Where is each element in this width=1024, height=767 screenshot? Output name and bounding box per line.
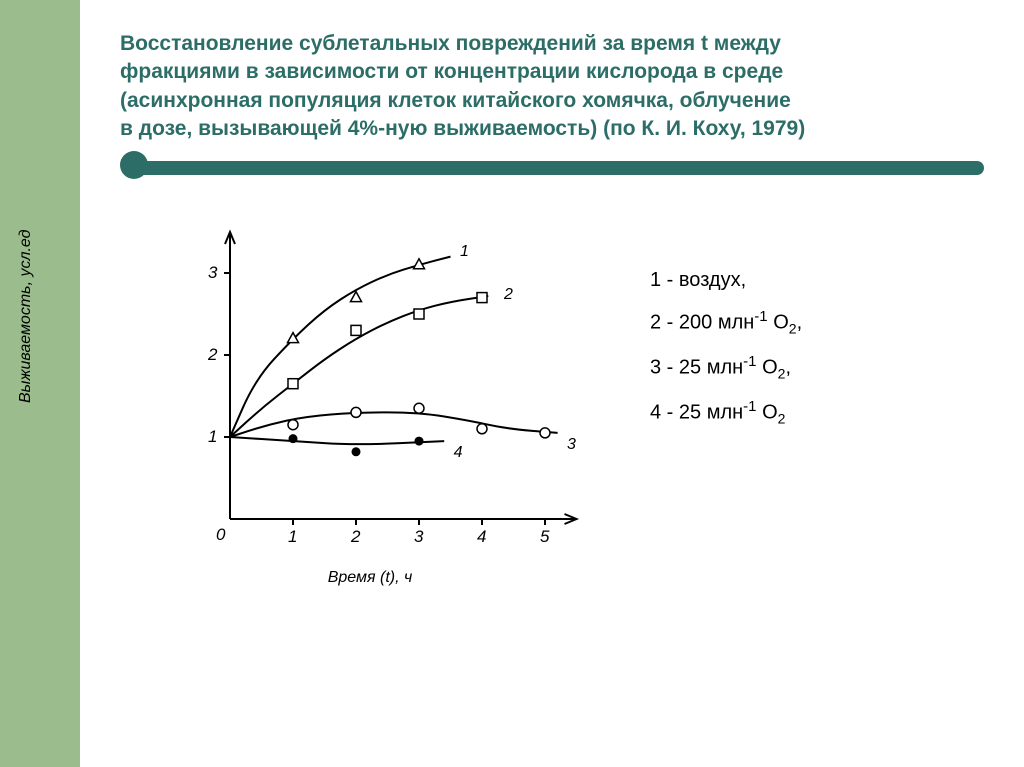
recovery-chart: Выживаемость, усл.ед Время (t), ч 012345… — [150, 209, 590, 579]
legend-item-4: 4 - 25 млн-1 O2 — [650, 398, 802, 427]
y-tick-3: 3 — [208, 263, 217, 283]
tick-origin: 0 — [216, 525, 225, 545]
chart-legend: 1 - воздух, 2 - 200 млн-1 O2, 3 - 25 млн-1… — [650, 269, 802, 442]
series-label-4: 4 — [454, 444, 463, 462]
title-line-1: Восстановление сублетальных повреждений … — [120, 32, 781, 55]
title-line-3: (асинхронная популяция клеток китайского… — [120, 89, 791, 112]
content-row: Выживаемость, усл.ед Время (t), ч 012345… — [120, 209, 984, 579]
series-label-2: 2 — [504, 286, 513, 304]
x-tick-5: 5 — [540, 527, 549, 547]
legend-item-1: 1 - воздух, — [650, 269, 802, 292]
legend-item-3: 3 - 25 млн-1 O2, — [650, 353, 802, 382]
accent-line — [134, 161, 984, 175]
series-label-3: 3 — [567, 436, 576, 454]
title-line-4: в дозе, вызывающей 4%-ную выживаемость) … — [120, 117, 805, 140]
x-tick-3: 3 — [414, 527, 423, 547]
x-tick-2: 2 — [351, 527, 360, 547]
slide-title: Восстановление сублетальных повреждений … — [120, 30, 984, 143]
x-tick-1: 1 — [288, 527, 297, 547]
y-tick-2: 2 — [208, 345, 217, 365]
legend-item-2: 2 - 200 млн-1 O2, — [650, 308, 802, 337]
slide-sidebar — [0, 0, 80, 767]
slide-body: Восстановление сублетальных повреждений … — [80, 0, 1024, 767]
accent-divider — [120, 151, 984, 179]
y-axis-label: Выживаемость, усл.ед — [17, 230, 35, 404]
accent-dot-icon — [120, 151, 148, 179]
x-axis-label: Время (t), ч — [328, 569, 413, 587]
y-tick-1: 1 — [208, 427, 217, 447]
series-label-1: 1 — [460, 243, 469, 261]
title-line-2: фракциями в зависимости от концентрации … — [120, 60, 783, 83]
x-tick-4: 4 — [477, 527, 486, 547]
